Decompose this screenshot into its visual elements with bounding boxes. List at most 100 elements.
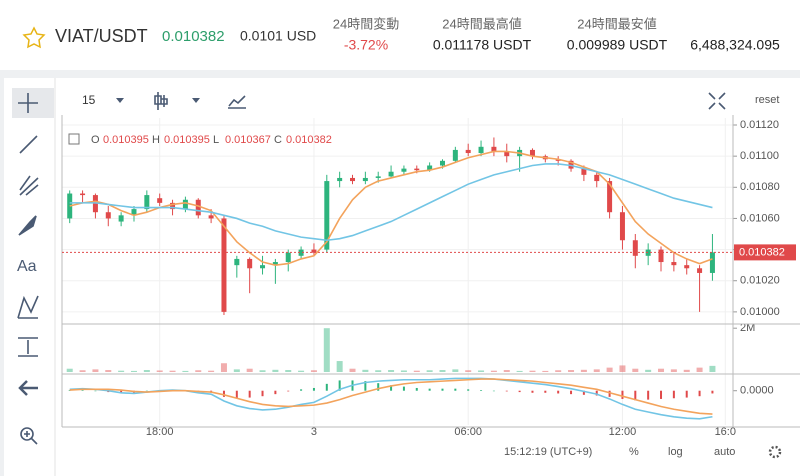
percent-toggle[interactable]: %	[629, 446, 639, 458]
candle-body	[337, 177, 343, 182]
fullscreen[interactable]	[708, 92, 726, 110]
candle-body	[684, 265, 690, 269]
candle-body	[324, 181, 330, 250]
macd-bar	[544, 390, 547, 393]
legend-value: 0.010395	[103, 134, 149, 146]
volume-bar	[658, 368, 665, 372]
macd-bar	[364, 381, 367, 391]
volume-bar	[130, 370, 137, 372]
volume-bar	[439, 370, 446, 372]
candle-body	[234, 258, 240, 266]
macd-bar	[441, 388, 444, 391]
candle-type[interactable]	[154, 92, 168, 110]
candle-body	[658, 249, 664, 263]
macd-bar	[660, 390, 663, 399]
macd-bar	[531, 390, 534, 393]
volume-bar	[285, 370, 292, 372]
candle-body	[80, 193, 86, 196]
macd-bar	[685, 390, 688, 398]
candle-body	[298, 249, 304, 256]
macd-bar	[261, 390, 264, 397]
macd-bar	[480, 390, 483, 391]
tool-zoom[interactable]	[20, 427, 34, 441]
legend-key: H	[152, 134, 160, 146]
candle-body	[260, 265, 266, 269]
y-tick-label: 0.01100	[740, 150, 779, 162]
candle-body	[709, 252, 715, 273]
macd-bar	[390, 385, 393, 391]
volume-bar	[696, 367, 703, 372]
candle-body	[182, 199, 188, 210]
tool-text[interactable]: Aa	[17, 258, 37, 275]
volume-bar	[452, 369, 459, 372]
candle-body	[208, 215, 214, 219]
stat-label: 24時間変動	[333, 16, 399, 31]
volume-bar	[156, 370, 163, 372]
candle-body	[221, 218, 227, 312]
volume-bar	[336, 361, 343, 372]
stat-value: -3.72%	[344, 37, 388, 53]
settings[interactable]	[768, 445, 782, 459]
volume-bar	[105, 370, 112, 372]
moving-average	[69, 163, 713, 242]
tool-remove[interactable]	[18, 380, 38, 396]
stats: 24時間変動 -3.72% 24時間最高値 0.011178 USDT 24時間最安値 0…	[333, 16, 780, 52]
y-tick-label: 0.01020	[740, 275, 780, 287]
reset-button[interactable]: reset	[755, 94, 779, 106]
macd-bar	[222, 390, 225, 397]
candle-body	[452, 149, 458, 161]
legend-toggle[interactable]	[68, 133, 80, 145]
candle-body	[478, 146, 484, 154]
volume-bar	[645, 369, 652, 372]
stat-value: 0.009989 USDT	[567, 37, 668, 53]
volume-bar	[490, 370, 497, 372]
candle-body	[504, 151, 510, 157]
candle-body	[272, 262, 278, 266]
favorite-star[interactable]	[22, 26, 46, 49]
macd-bar	[608, 390, 611, 397]
log-toggle[interactable]: log	[668, 446, 683, 458]
macd-bar	[145, 390, 148, 392]
auto-toggle[interactable]: auto	[714, 446, 735, 458]
candle-body	[362, 177, 368, 182]
volume-bar	[503, 370, 510, 372]
macd-bar	[647, 390, 650, 400]
tool-fork[interactable]	[19, 175, 39, 196]
volume-bar	[465, 370, 472, 372]
legend-value: 0.010382	[286, 134, 332, 146]
chart: 18:00 3 06:00 12:00 16:0 0.01120 0.01100 0.0108…	[61, 115, 800, 438]
tool-measure[interactable]	[18, 337, 38, 357]
stat-value: 6,488,324.095	[690, 37, 780, 53]
macd-bar	[467, 389, 470, 391]
candle-body	[671, 262, 677, 266]
macd-bar	[582, 390, 585, 395]
tool-line[interactable]	[19, 135, 38, 154]
volume-bar	[555, 370, 562, 372]
legend-key: O	[91, 134, 100, 146]
candle-body	[529, 149, 535, 157]
candle-body	[581, 168, 587, 175]
tool-pattern[interactable]	[17, 295, 39, 319]
volume-bar	[362, 369, 369, 372]
legend-value: 0.010367	[225, 134, 271, 146]
candle-body	[619, 212, 625, 241]
candle-body	[632, 240, 638, 256]
volume-bar	[683, 369, 690, 372]
tool-zoom-handle	[24, 431, 38, 445]
tool-brush[interactable]	[18, 215, 37, 236]
pair: VIAT/USDT	[55, 26, 148, 46]
macd-bar	[518, 390, 521, 393]
macd-bar	[248, 390, 251, 398]
last-price-label: 0.010382	[739, 246, 785, 258]
candle-body	[388, 171, 394, 177]
interval[interactable]: 15	[82, 93, 96, 107]
x-tick-label: 3	[311, 426, 317, 438]
volume-bar	[182, 370, 189, 372]
macd-bar	[557, 390, 560, 394]
indicators[interactable]	[228, 95, 246, 109]
volume-bar	[400, 370, 407, 372]
volume-bar	[233, 369, 240, 372]
tool-crosshair[interactable]	[18, 93, 38, 113]
y-tick-label: 0.01000	[740, 306, 780, 318]
